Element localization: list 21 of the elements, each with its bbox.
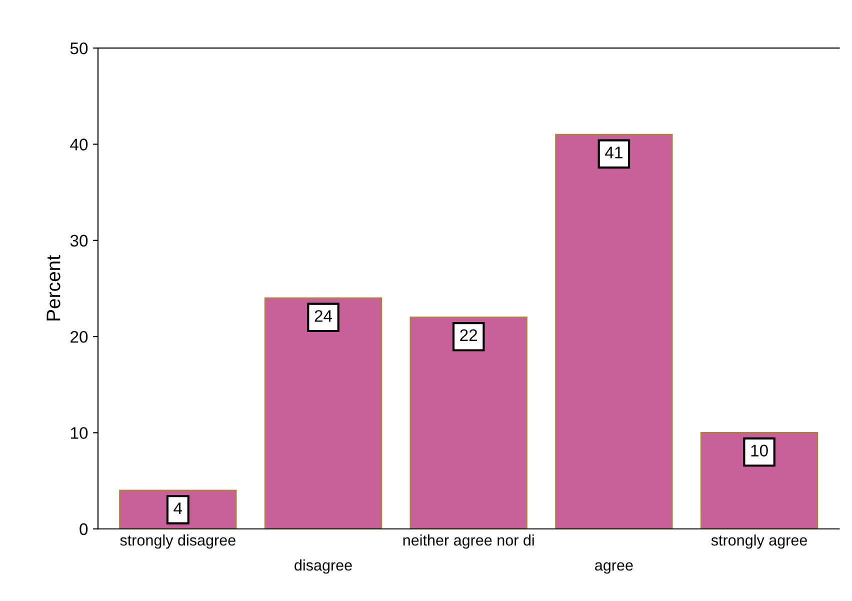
y-tick-label: 40 — [70, 138, 88, 150]
bar — [700, 432, 818, 529]
y-tick-label: 20 — [70, 330, 88, 343]
bar — [264, 297, 382, 529]
data-label: 24 — [314, 310, 332, 322]
data-label: 41 — [605, 146, 622, 158]
bar — [555, 134, 673, 529]
y-tick-label: 50 — [70, 42, 88, 54]
x-tick-label: neither agree nor di — [403, 534, 534, 549]
x-tick-label: strongly disagree — [120, 534, 236, 549]
y-tick-label: 10 — [70, 427, 88, 439]
y-tick-label: 30 — [70, 234, 88, 247]
bar — [410, 316, 528, 529]
x-tick-label: agree — [595, 562, 633, 574]
data-label: 4 — [174, 502, 182, 514]
data-label: 22 — [460, 329, 478, 341]
x-tick-label: disagree — [294, 559, 352, 574]
data-label: 10 — [751, 444, 768, 456]
y-tick-label: 0 — [80, 523, 88, 536]
x-tick-label: strongly agree — [711, 534, 808, 549]
y-axis-title: Percent — [46, 255, 60, 320]
